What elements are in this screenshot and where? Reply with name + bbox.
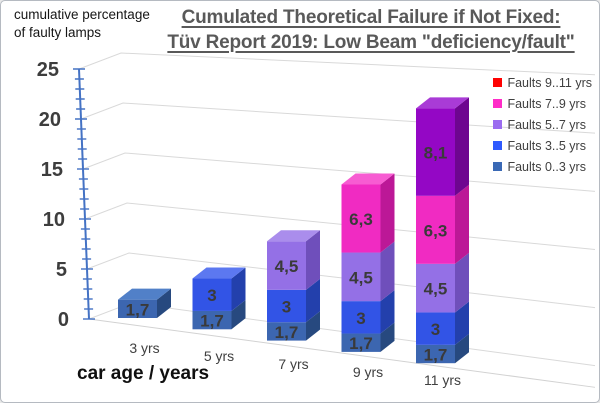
segment-front [416, 263, 455, 313]
segment-side [231, 267, 246, 311]
segment-top [192, 267, 246, 279]
segment-value-label: 1,7 [349, 334, 373, 353]
segment-value-label: 4,5 [349, 268, 373, 287]
legend-item-faults-5-7: Faults 5..7 yrs [493, 114, 592, 135]
segment-front [416, 312, 455, 345]
segment-value-label: 4,5 [424, 280, 448, 299]
legend-swatch-icon [493, 78, 503, 87]
segment-side [380, 290, 395, 334]
gridline [84, 202, 596, 251]
segment-value-label: 3 [282, 298, 291, 317]
x-category-label: 3 yrs [129, 340, 159, 356]
segment-front [341, 333, 381, 352]
legend-label: Faults 7..9 yrs [507, 96, 586, 111]
segment-side [455, 333, 469, 364]
bar-11-yrs: 1,7 3 4,5 6,3 8,1 [416, 97, 469, 365]
segment-value-label: 1,7 [275, 323, 299, 342]
segment-side [455, 184, 469, 264]
segment-value-label: 3 [356, 309, 365, 328]
segment-side [380, 173, 395, 253]
legend-swatch-icon [493, 120, 503, 129]
segment-side [306, 230, 320, 290]
y-axis: 0 5 10 15 20 25 [37, 59, 95, 331]
x-category-label: 7 yrs [278, 356, 308, 372]
segment-top [416, 97, 469, 109]
legend-swatch-icon [493, 141, 503, 150]
floor-front-edge [88, 318, 596, 388]
y-axis-caption-line2: of faulty lamps [14, 25, 102, 40]
segment-value-label: 4,5 [275, 257, 299, 276]
segment-value-label: 3 [431, 320, 440, 339]
segment-side [380, 241, 395, 302]
x-category-label: 11 yrs [424, 372, 461, 388]
segment-value-label: 8,1 [424, 144, 448, 163]
legend-label: Faults 0..3 yrs [507, 159, 586, 174]
segment-side [231, 299, 246, 330]
segment-top [267, 230, 320, 242]
x-category-label: 5 yrs [204, 348, 234, 364]
segment-value-label: 6,3 [424, 221, 448, 240]
legend-item-faults-7-9: Faults 7..9 yrs [493, 93, 592, 114]
bar-9-yrs: 1,7 3 4,5 6,3 [341, 173, 395, 353]
legend-item-faults-0-3: Faults 0..3 yrs [493, 156, 592, 177]
segment-value-label: 6,3 [349, 210, 373, 229]
segment-front [341, 252, 381, 302]
segment-value-label: 1,7 [200, 312, 224, 331]
legend-item-faults-9-11: Faults 9..11 yrs [493, 72, 592, 93]
segment-front [416, 195, 455, 264]
segment-front [341, 301, 381, 334]
segment-side [306, 311, 320, 341]
chart-title-line1: Cumulated Theoretical Failure if Not Fix… [181, 7, 561, 28]
bar-7-yrs: 1,7 3 4,5 [267, 230, 320, 342]
bar-3-yrs: 1,7 [118, 288, 171, 319]
segment-top [118, 288, 171, 300]
segment-side [380, 322, 395, 352]
segment-front [118, 299, 157, 318]
segment-front [416, 108, 455, 196]
segment-side [306, 278, 320, 323]
legend-swatch-icon [493, 162, 503, 171]
gridline [78, 52, 596, 76]
y-axis-tick-label: 15 [41, 159, 63, 181]
y-axis-tick-label: 5 [56, 259, 67, 281]
y-axis-caption: cumulative percentage of faulty lamps [14, 6, 150, 42]
legend-swatch-icon [493, 99, 503, 108]
x-axis-title: car age / years [77, 363, 210, 384]
y-axis-tick-label: 0 [58, 309, 69, 331]
y-axis-caption-line1: cumulative percentage [14, 7, 150, 22]
gridlines [78, 52, 596, 388]
segment-side [157, 288, 171, 318]
segment-front [416, 344, 455, 364]
segment-side [455, 252, 469, 313]
legend: Faults 9..11 yrs Faults 7..9 yrs Faults … [493, 72, 592, 177]
y-axis-tick-label: 10 [43, 209, 65, 231]
chart-title: Cumulated Theoretical Failure if Not Fix… [143, 5, 599, 55]
y-axis-tick-label: 25 [37, 59, 59, 81]
legend-item-faults-3-5: Faults 3..5 yrs [493, 135, 592, 156]
x-category-label: 9 yrs [353, 364, 383, 380]
legend-label: Faults 3..5 yrs [507, 138, 586, 153]
segment-front [267, 322, 306, 341]
segment-side [455, 97, 469, 196]
segment-front [267, 289, 306, 323]
y-axis-line [78, 68, 90, 320]
y-axis-tick-label: 20 [39, 109, 61, 131]
segment-value-label: 1,7 [126, 300, 150, 319]
segment-front [341, 184, 381, 253]
segment-front [192, 278, 232, 311]
segment-side [455, 301, 469, 345]
segment-front [267, 241, 306, 290]
bar-5-yrs: 1,73 [192, 267, 246, 331]
legend-label: Faults 5..7 yrs [507, 117, 586, 132]
segment-top [341, 173, 395, 185]
chart-title-line2: Tüv Report 2019: Low Beam "deficiency/fa… [167, 32, 575, 53]
segment-front [192, 310, 232, 330]
legend-label: Faults 9..11 yrs [507, 75, 592, 90]
segment-value-label: 1,7 [424, 346, 448, 365]
segment-value-label: 3 [207, 286, 216, 305]
